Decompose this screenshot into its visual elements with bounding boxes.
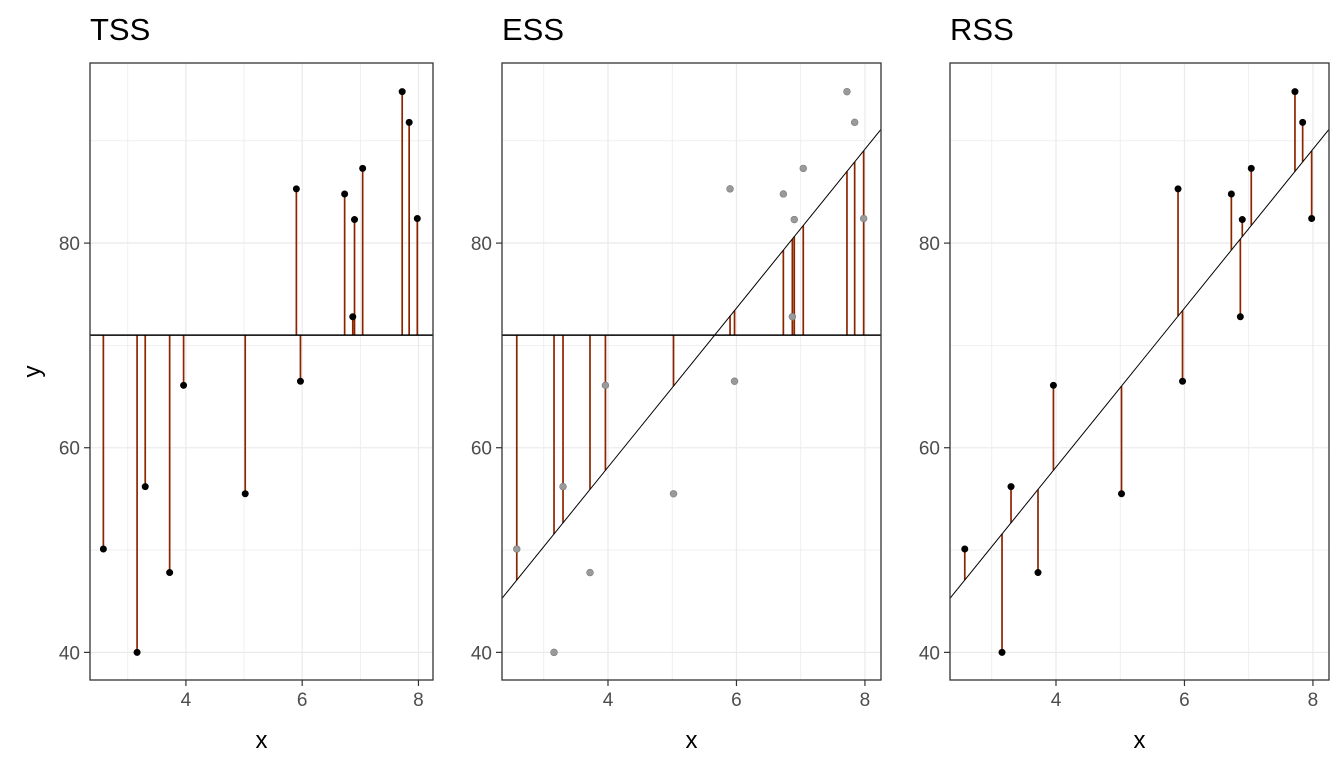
y-tick-label: 40 xyxy=(59,643,80,664)
data-point xyxy=(669,490,678,498)
panel-background xyxy=(502,63,881,680)
data-point xyxy=(166,569,174,577)
y-tick-label: 60 xyxy=(471,439,492,460)
data-point xyxy=(550,648,558,657)
x-axis-label: x xyxy=(686,727,698,754)
panel-plot-area xyxy=(950,88,1329,656)
x-tick-label: 4 xyxy=(181,690,192,711)
data-point xyxy=(859,214,868,223)
data-point xyxy=(413,215,421,223)
y-tick-label: 80 xyxy=(59,234,80,255)
data-point xyxy=(790,215,798,224)
y-tick-label: 80 xyxy=(919,234,940,255)
data-point xyxy=(730,377,739,385)
data-point xyxy=(1227,190,1235,198)
data-point xyxy=(726,185,734,193)
data-point xyxy=(405,118,413,126)
data-point xyxy=(133,648,141,656)
x-tick-label: 8 xyxy=(413,690,424,711)
data-point xyxy=(398,88,406,96)
data-point xyxy=(559,482,567,491)
panel-background xyxy=(950,63,1329,680)
x-tick-label: 4 xyxy=(603,690,614,711)
data-point xyxy=(359,164,367,172)
x-tick-label: 6 xyxy=(297,690,308,711)
panel-plot-area xyxy=(502,87,881,657)
data-point xyxy=(341,190,349,198)
data-point xyxy=(961,545,969,553)
data-point xyxy=(1247,164,1255,172)
panel-plot-area xyxy=(90,88,433,656)
data-point xyxy=(1174,185,1182,193)
y-tick-label: 60 xyxy=(919,439,940,460)
regression-line xyxy=(950,128,1329,599)
data-point xyxy=(241,490,249,498)
x-tick-label: 6 xyxy=(731,690,742,711)
data-point xyxy=(1299,118,1307,126)
panel-background xyxy=(90,63,433,680)
data-point xyxy=(843,87,851,96)
panel-tss: 4 6 8 40 60 80 TSS x y xyxy=(19,12,434,754)
panel-title: TSS xyxy=(90,12,150,47)
data-point xyxy=(1118,490,1126,498)
data-point xyxy=(850,118,859,127)
y-tick-label: 40 xyxy=(919,643,940,664)
data-point xyxy=(586,568,594,577)
panel-rss: 4 6 8 40 60 80 RSS x xyxy=(919,12,1330,754)
x-axis-label: x xyxy=(1134,727,1146,754)
data-point xyxy=(141,483,149,491)
panel-ess: 4 6 8 40 60 80 ESS x xyxy=(471,12,882,754)
data-point xyxy=(292,185,300,193)
data-point xyxy=(1179,377,1187,385)
data-point xyxy=(1291,88,1299,96)
panel-title: ESS xyxy=(502,12,564,47)
panel-title: RSS xyxy=(950,12,1014,47)
data-point xyxy=(1308,215,1316,223)
y-tick-label: 80 xyxy=(471,234,492,255)
data-point xyxy=(788,313,797,321)
data-point xyxy=(99,545,107,553)
y-tick-label: 60 xyxy=(59,439,80,460)
x-tick-label: 4 xyxy=(1051,690,1062,711)
x-axis-label: x xyxy=(256,727,268,754)
data-point xyxy=(779,190,788,198)
data-point xyxy=(1049,381,1057,389)
data-point xyxy=(799,164,807,173)
data-point xyxy=(1034,569,1042,577)
data-point xyxy=(349,313,357,321)
data-point xyxy=(601,381,610,390)
data-point xyxy=(1236,313,1244,321)
x-tick-label: 8 xyxy=(860,690,871,711)
data-point xyxy=(513,545,521,553)
data-point xyxy=(351,216,359,224)
panel-border xyxy=(89,62,434,681)
x-tick-label: 6 xyxy=(1179,690,1190,711)
regression-line xyxy=(502,128,881,599)
y-tick-label: 40 xyxy=(471,643,492,664)
x-tick-label: 8 xyxy=(1308,690,1319,711)
data-point xyxy=(296,377,304,385)
panel-border xyxy=(949,62,1330,681)
y-axis-label: y xyxy=(19,366,46,378)
data-point xyxy=(1007,483,1015,491)
data-point xyxy=(998,648,1006,656)
data-point xyxy=(180,381,188,389)
panel-border xyxy=(501,62,882,681)
data-point xyxy=(1238,216,1246,224)
